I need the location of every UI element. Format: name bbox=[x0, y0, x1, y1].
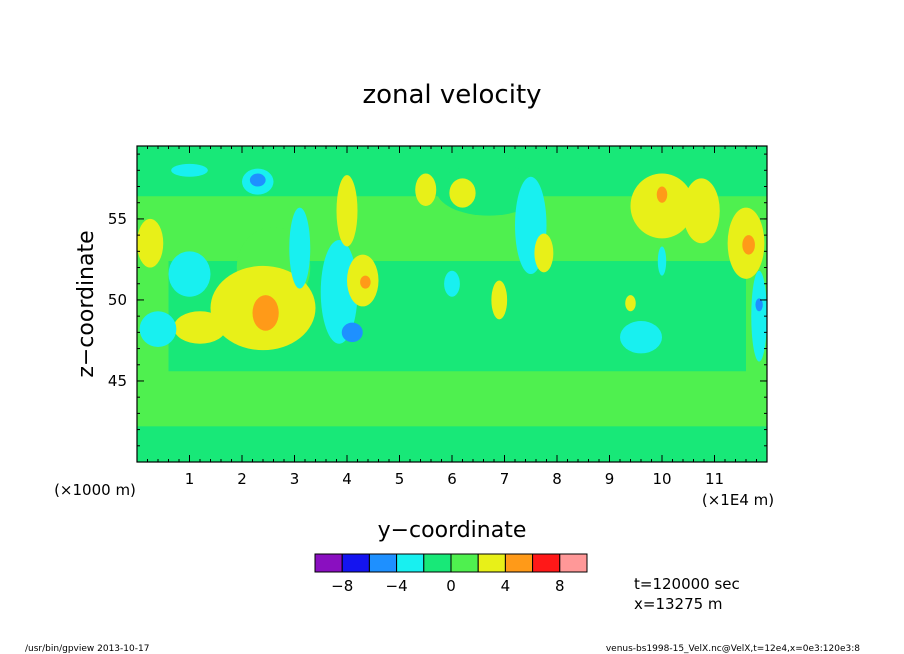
heatmap-region-29 bbox=[683, 178, 720, 244]
colorbar-swatch bbox=[368, 553, 398, 573]
colorbar-swatch bbox=[450, 553, 479, 573]
heatmap-region-11 bbox=[171, 163, 208, 177]
heatmap-region-8 bbox=[139, 311, 177, 347]
x-axis-label: y−coordinate bbox=[378, 518, 527, 543]
heatmap-region-9 bbox=[137, 218, 164, 268]
chart-title: zonal velocity bbox=[362, 80, 541, 110]
colorbar-label: 8 bbox=[555, 577, 565, 595]
x-tick-label: 3 bbox=[290, 470, 300, 488]
heatmap-region-33 bbox=[620, 321, 662, 354]
heatmap-region-32 bbox=[657, 246, 667, 276]
heatmap-region-7 bbox=[173, 311, 227, 344]
x-axis: 1 2 3 4 5 6 7 8 9 10 11 bbox=[147, 146, 768, 488]
y-tick-label: 45 bbox=[108, 372, 127, 390]
x-tick-label: 8 bbox=[552, 470, 562, 488]
x-tick-label: 2 bbox=[237, 470, 247, 488]
footer-left: /usr/bin/gpview 2013-10-17 bbox=[25, 644, 149, 654]
colorbar-swatch bbox=[396, 553, 425, 573]
heatmap-region-26 bbox=[625, 295, 636, 312]
heatmap-region-10 bbox=[168, 251, 211, 297]
heatmap-region-27 bbox=[630, 173, 694, 239]
colorbar-swatch bbox=[341, 553, 370, 573]
heatmap-region-16 bbox=[341, 322, 363, 343]
colorbar-label: 4 bbox=[501, 577, 511, 595]
heatmap-region-19 bbox=[360, 275, 371, 289]
colorbar-swatch bbox=[532, 553, 561, 573]
colorbar-labels: −8 −4 0 4 8 bbox=[331, 577, 564, 595]
position-annotation: x=13275 m bbox=[634, 595, 723, 613]
colorbar-swatch bbox=[504, 553, 534, 573]
x-tick-label: 7 bbox=[500, 470, 510, 488]
x-tick-label: 10 bbox=[652, 470, 671, 488]
heatmap-region-34 bbox=[751, 270, 767, 362]
x-tick-label: 1 bbox=[185, 470, 195, 488]
heatmap-region-17 bbox=[336, 175, 358, 247]
plot-area bbox=[137, 146, 767, 462]
footer-right: venus-bs1998-15_VelX.nc@VelX,t=12e4,x=0e… bbox=[606, 644, 860, 654]
heatmap-region-20 bbox=[415, 173, 437, 206]
heatmap-region-28 bbox=[656, 186, 668, 203]
heatmap-region-22 bbox=[449, 178, 476, 208]
x-unit-right: (×1E4 m) bbox=[702, 491, 774, 509]
time-annotation: t=120000 sec bbox=[634, 575, 740, 593]
y-axis: 45 50 55 bbox=[108, 153, 767, 447]
heatmap-region-15 bbox=[320, 239, 358, 344]
colorbar-label: −8 bbox=[331, 577, 353, 595]
heatmap-region-14 bbox=[289, 207, 311, 289]
colorbar-swatch bbox=[477, 553, 506, 573]
x-unit-left: (×1000 m) bbox=[54, 481, 136, 499]
heatmap-region-21 bbox=[444, 270, 460, 297]
y-tick-label: 50 bbox=[108, 291, 127, 309]
x-tick-label: 11 bbox=[705, 470, 724, 488]
colorbar-label: −4 bbox=[386, 577, 408, 595]
x-tick-label: 5 bbox=[395, 470, 405, 488]
heatmap-region-31 bbox=[742, 235, 755, 255]
y-axis-label: z−coordinate bbox=[74, 230, 99, 377]
heatmap-region-6 bbox=[252, 295, 279, 331]
heatmap-region-25 bbox=[491, 280, 508, 320]
heatmap-region-13 bbox=[249, 173, 266, 187]
heatmap-region-24 bbox=[534, 233, 554, 273]
heatmap-region-35 bbox=[755, 298, 763, 312]
x-tick-label: 4 bbox=[342, 470, 352, 488]
colorbar-swatch bbox=[423, 553, 452, 573]
colorbar-swatch bbox=[559, 553, 588, 573]
colorbar-label: 0 bbox=[446, 577, 456, 595]
x-tick-label: 6 bbox=[447, 470, 457, 488]
colorbar bbox=[314, 553, 588, 573]
y-tick-label: 55 bbox=[108, 210, 127, 228]
colorbar-swatch bbox=[314, 553, 343, 573]
x-tick-label: 9 bbox=[605, 470, 615, 488]
